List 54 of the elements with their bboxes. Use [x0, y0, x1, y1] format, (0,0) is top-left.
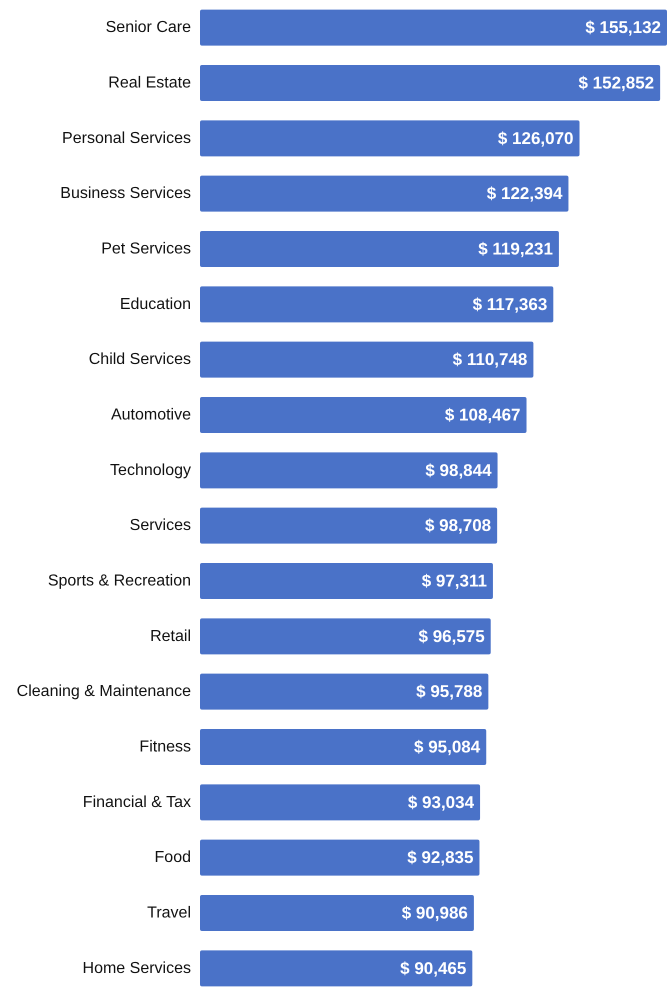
data-label: $ 117,363	[472, 294, 548, 314]
data-label: $ 96,575	[418, 626, 485, 646]
data-label: $ 90,465	[400, 958, 466, 978]
bar	[200, 120, 580, 156]
bar	[200, 286, 554, 322]
data-label: $ 93,034	[408, 792, 475, 812]
bar	[200, 563, 493, 599]
y-tick-label: Child Services	[88, 351, 191, 368]
y-tick-label: Senior Care	[106, 19, 192, 36]
y-tick-label: Personal Services	[62, 130, 191, 147]
y-tick-label: Automotive	[110, 406, 192, 424]
bar	[200, 397, 527, 433]
data-label: $ 126,070	[498, 128, 574, 148]
data-label: $ 110,748	[452, 350, 528, 370]
bar	[200, 674, 488, 710]
y-tick-label: Education	[120, 296, 191, 313]
y-tick-label: Fitness	[139, 738, 191, 756]
y-tick-label: Home Services	[82, 960, 191, 977]
bar	[200, 10, 667, 46]
data-label: $ 97,311	[422, 572, 487, 590]
y-tick-label: Pet Services	[101, 240, 191, 258]
bar	[200, 895, 474, 931]
bar	[200, 508, 498, 544]
y-tick-label: Sports & Recreation	[48, 572, 191, 590]
data-label: $ 98,844	[425, 460, 492, 480]
bar	[200, 729, 486, 765]
y-tick-label: Cleaning & Maintenance	[16, 683, 192, 700]
data-label: $ 95,084	[414, 738, 481, 756]
data-label: $ 152,852	[578, 74, 654, 92]
y-tick-label: Real Estate	[108, 74, 192, 92]
data-label: $ 92,835	[407, 848, 474, 868]
bar	[200, 452, 498, 488]
data-label: $ 155,132	[585, 18, 661, 38]
y-tick-label: Business Services	[60, 185, 191, 202]
bar	[200, 65, 660, 101]
bar	[200, 342, 534, 378]
bar	[200, 176, 568, 212]
y-tick-label: Food	[154, 849, 191, 866]
y-tick-label: Retail	[150, 628, 191, 645]
data-label: $ 98,708	[424, 516, 492, 536]
y-tick-label: Services	[130, 517, 191, 534]
y-tick-label: Financial & Tax	[82, 794, 191, 811]
data-label: $ 95,788	[416, 682, 482, 702]
y-tick-label: Technology	[110, 462, 191, 479]
data-label: $ 122,394	[486, 184, 563, 204]
data-label: $ 90,986	[402, 904, 468, 922]
bar	[200, 950, 472, 986]
y-tick-label: Travel	[147, 904, 191, 922]
bar	[200, 784, 480, 820]
bar	[200, 618, 491, 654]
bar	[200, 231, 559, 267]
data-label: $ 119,231	[478, 240, 553, 258]
data-label: $ 108,467	[444, 406, 521, 424]
bar	[200, 840, 480, 876]
